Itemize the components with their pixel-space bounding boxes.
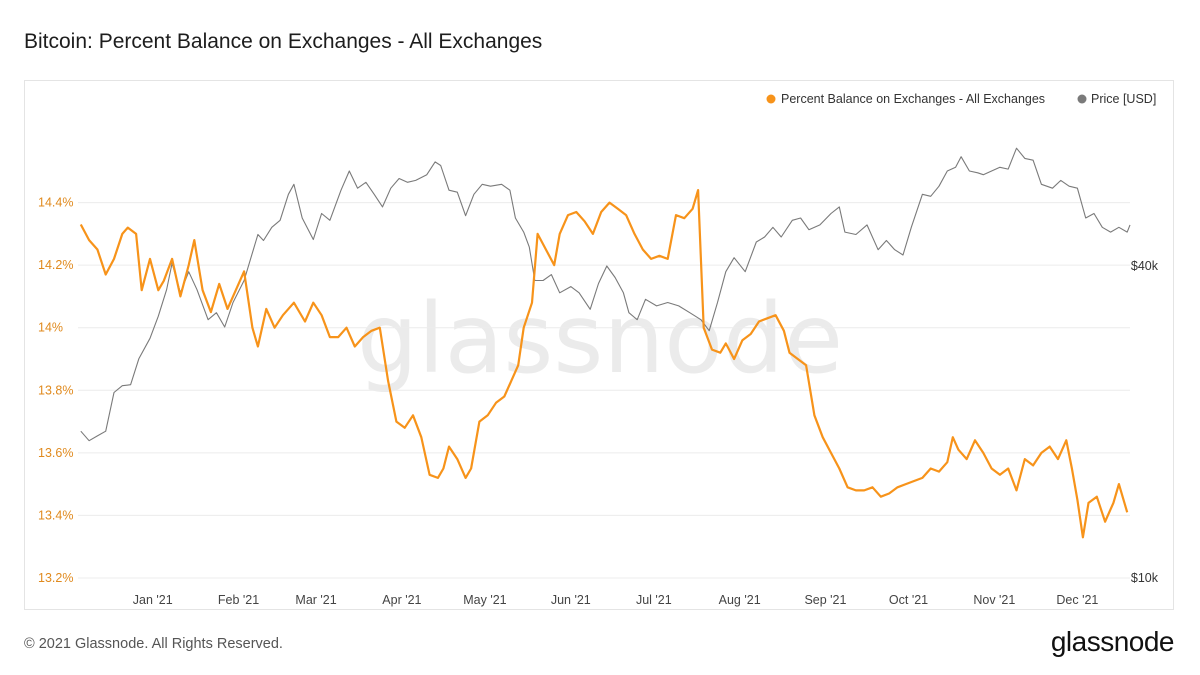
left-tick-label: 13.6% [38,446,73,460]
glassnode-logo[interactable]: glassnode [1050,626,1175,657]
left-tick-label: 13.2% [38,571,73,585]
balance-series-line[interactable] [79,189,1129,539]
copyright-text: © 2021 Glassnode. All Rights Reserved. [24,636,283,652]
right-axis: $10k $40k [1131,259,1159,585]
legend-price-marker [1077,94,1087,104]
chart-title: Bitcoin: Percent Balance on Exchanges - … [24,30,543,53]
x-tick-label: Apr '21 [382,593,421,607]
series-group [79,147,1131,539]
x-tick-label: Dec '21 [1056,593,1098,607]
left-axis: 13.2% 13.4% 13.6% 13.8% 14% 14.2% 14.4% [38,196,73,585]
left-tick-label: 14% [38,321,63,335]
x-tick-label: Jan '21 [133,593,173,607]
x-tick-label: May '21 [463,593,506,607]
watermark: glassnode [357,283,843,395]
x-tick-label: Jul '21 [636,593,672,607]
price-series-line[interactable] [80,147,1131,442]
x-axis: Jan '21 Feb '21 Mar '21 Apr '21 May '21 Jun '… [133,593,1099,607]
x-tick-label: Mar '21 [295,593,336,607]
x-tick-label: Oct '21 [889,593,928,607]
x-tick-label: Aug '21 [719,593,761,607]
legend-balance-label[interactable]: Percent Balance on Exchanges - All Excha… [781,92,1045,106]
legend-price-label[interactable]: Price [USD] [1091,92,1156,106]
right-tick-label: $10k [1131,571,1159,585]
x-tick-label: Sep '21 [804,593,846,607]
x-tick-label: Feb '21 [218,593,259,607]
grid [78,202,1130,579]
x-tick-label: Jun '21 [551,593,591,607]
x-tick-label: Nov '21 [973,593,1015,607]
left-tick-label: 13.8% [38,383,73,397]
chart-frame [24,80,1174,610]
left-tick-label: 13.4% [38,508,73,522]
legend: Percent Balance on Exchanges - All Excha… [766,92,1156,106]
left-tick-label: 14.2% [38,258,73,272]
legend-balance-marker [766,94,776,104]
right-tick-label: $40k [1131,259,1159,273]
left-tick-label: 14.4% [38,196,73,210]
